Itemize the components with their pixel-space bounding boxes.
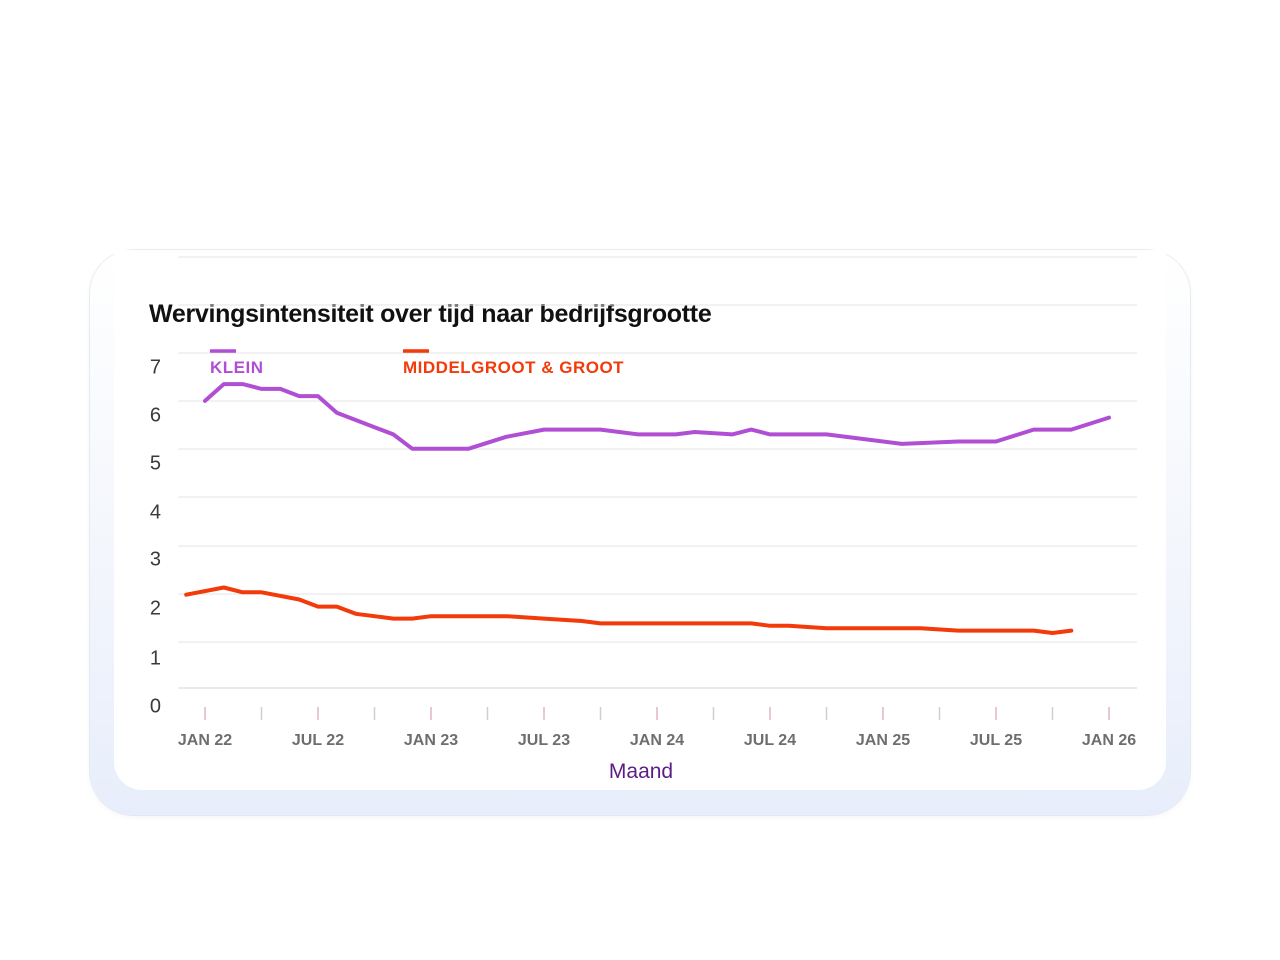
x-tick-label: JUL 22: [292, 732, 344, 749]
x-tick-label: JUL 24: [744, 732, 796, 749]
x-tick-label: JAN 22: [178, 732, 232, 749]
y-tick-label: 3: [150, 548, 161, 570]
y-tick-label: 1: [150, 647, 161, 669]
series-line-middelgroot-groot: [184, 585, 1074, 635]
y-tick-label: 6: [150, 404, 161, 426]
x-tick-label: JAN 25: [856, 732, 910, 749]
y-tick-label: 4: [150, 501, 161, 523]
y-tick-label: 7: [150, 356, 161, 378]
x-tick-label: JAN 24: [630, 732, 684, 749]
y-tick-label: 5: [150, 452, 161, 474]
x-axis-label: Maand: [609, 760, 673, 783]
y-tick-label: 2: [150, 597, 161, 619]
x-tick-label: JAN 23: [404, 732, 458, 749]
chart-card: [90, 250, 1190, 815]
x-tick-label: JAN 26: [1082, 732, 1136, 749]
x-tick-label: JUL 23: [518, 732, 570, 749]
legend-label: KLEIN: [210, 358, 264, 377]
chart-card-inner: [114, 250, 1166, 790]
y-tick-label: 0: [150, 695, 161, 717]
x-tick-label: JUL 25: [970, 732, 1022, 749]
series-line-klein: [203, 382, 1111, 451]
legend-label: MIDDELGROOT & GROOT: [403, 358, 624, 377]
